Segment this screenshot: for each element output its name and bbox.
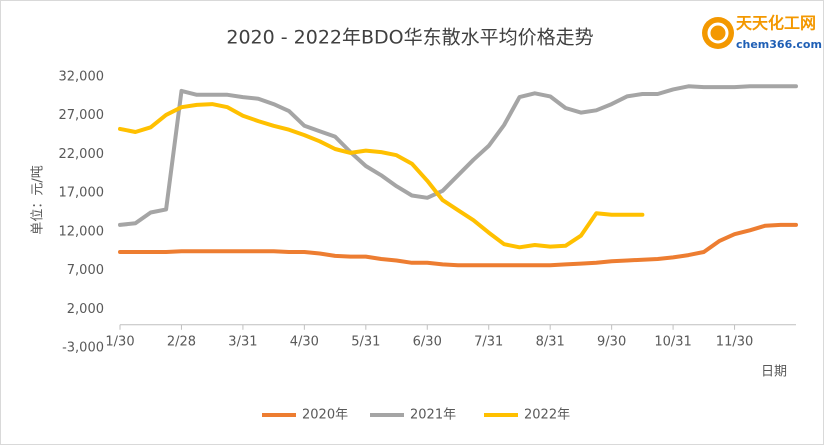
logo-site: chem366.com bbox=[736, 38, 822, 51]
y-tick-label: 22,000 bbox=[59, 147, 105, 162]
x-tick-label: 3/31 bbox=[228, 335, 257, 350]
x-tick-label: 10/31 bbox=[654, 335, 691, 350]
y-tick-label: 7,000 bbox=[67, 263, 104, 278]
y-tick-label: 27,000 bbox=[59, 108, 105, 123]
legend-label: 2021年 bbox=[410, 408, 456, 423]
x-tick-label: 8/31 bbox=[536, 335, 565, 350]
x-tick-label: 4/30 bbox=[290, 335, 319, 350]
x-tick-label: 6/30 bbox=[413, 335, 442, 350]
x-tick-label: 9/30 bbox=[597, 335, 626, 350]
legend-label: 2022年 bbox=[524, 408, 570, 423]
x-tick-label: 11/30 bbox=[716, 335, 753, 350]
logo-icon bbox=[702, 17, 734, 49]
x-tick-label: 2/28 bbox=[167, 335, 196, 350]
logo-name: 天天化工网 bbox=[736, 14, 816, 33]
y-tick-label: 2,000 bbox=[67, 302, 104, 317]
y-tick-label: 17,000 bbox=[59, 186, 105, 201]
y-axis-label: 单位：元/吨 bbox=[31, 165, 46, 234]
legend-label: 2020年 bbox=[302, 408, 348, 423]
series-line bbox=[118, 102, 645, 250]
series-line bbox=[118, 222, 798, 268]
y-tick-label: 12,000 bbox=[59, 224, 105, 239]
y-tick-label: -3,000 bbox=[62, 341, 104, 356]
x-tick-label: 1/30 bbox=[105, 335, 134, 350]
logo: 天天化工网 chem366.com bbox=[702, 14, 822, 51]
logo-icon-ring bbox=[707, 22, 729, 44]
y-tick-label: 32,000 bbox=[59, 70, 105, 85]
x-axis-label: 日期 bbox=[761, 365, 787, 380]
series-line bbox=[118, 84, 798, 227]
chart-title: 2020 - 2022年BDO华东散水平均价格走势 bbox=[226, 27, 593, 49]
x-tick-label: 5/31 bbox=[351, 335, 380, 350]
x-tick-label: 7/31 bbox=[474, 335, 503, 350]
